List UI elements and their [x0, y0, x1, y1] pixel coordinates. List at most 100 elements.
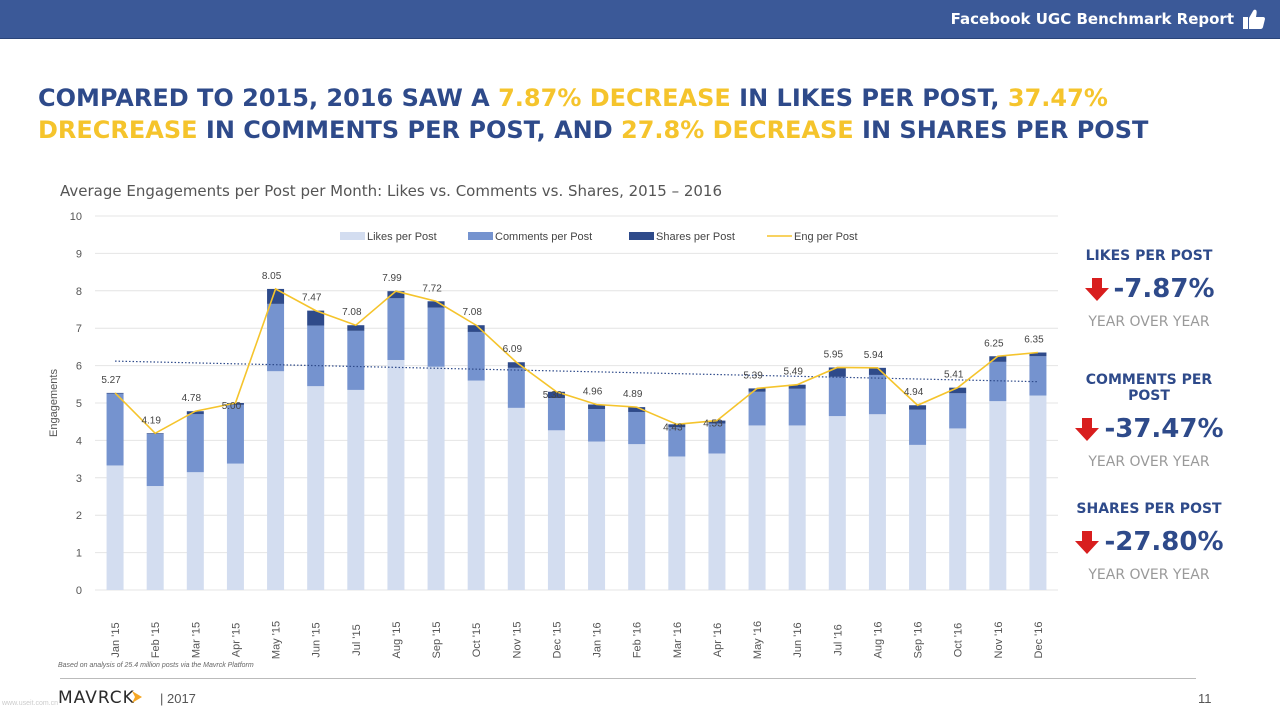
y-tick-label: 10: [70, 211, 82, 223]
bar-comments: [507, 367, 525, 408]
x-tick-label: Oct '16: [953, 623, 965, 658]
x-tick-label: Feb '16: [632, 622, 644, 658]
data-label: 8.05: [262, 271, 282, 282]
footnote: Based on analysis of 25.4 million posts …: [58, 662, 254, 669]
x-tick-label: Oct '15: [471, 623, 483, 658]
x-tick-label: Apr '16: [712, 623, 724, 658]
data-label: 6.09: [503, 344, 523, 355]
bar-shares: [547, 391, 565, 399]
bar-likes: [427, 366, 445, 590]
y-tick-label: 8: [76, 286, 82, 298]
data-label: 5.94: [864, 350, 884, 361]
bar-shares: [949, 387, 967, 394]
bar-shares: [1029, 352, 1047, 357]
x-tick-label: Jan '16: [592, 622, 604, 657]
bar-comments: [547, 398, 565, 431]
bar-likes: [788, 425, 806, 590]
bar-comments: [588, 408, 606, 442]
headline-part-2: IN LIKES PER POST,: [730, 84, 1008, 112]
bar-shares: [387, 291, 405, 299]
footer-year: | 2017: [160, 691, 196, 706]
legend-label: Eng per Post: [794, 231, 858, 243]
data-label: 7.72: [422, 283, 442, 294]
footer-divider: [60, 678, 1196, 679]
bar-comments: [347, 330, 365, 390]
watermark: www.useit.com.cn: [2, 700, 59, 707]
line-eng-per-post: [114, 287, 1039, 435]
x-tick-label: Sep '16: [913, 622, 925, 659]
top-banner: Facebook UGC Benchmark Report: [0, 0, 1280, 39]
bar-comments: [427, 307, 445, 367]
kpi-row: -7.87%: [1066, 274, 1232, 308]
bar-comments: [628, 411, 646, 445]
data-label: 4.53: [703, 419, 723, 430]
data-label: 7.08: [342, 307, 362, 318]
bar-likes: [868, 414, 886, 590]
x-tick-label: Feb '15: [150, 622, 162, 658]
trendline: [115, 360, 1038, 383]
bar-shares: [226, 403, 244, 405]
y-tick-label: 1: [76, 548, 82, 560]
kpi-row: -27.80%: [1066, 527, 1232, 561]
data-label: 4.96: [583, 386, 603, 397]
x-tick-label: May '16: [752, 621, 764, 659]
y-tick-label: 3: [76, 473, 82, 485]
legend-swatch: [468, 232, 493, 240]
x-tick-label: Mar '15: [190, 622, 202, 658]
x-tick-label: Nov '16: [993, 622, 1005, 659]
kpi-value: -37.47%: [1104, 414, 1224, 444]
headline-highlight-shares: 27.8% DECREASE: [621, 116, 854, 144]
report-title: Facebook UGC Benchmark Report: [950, 10, 1234, 28]
y-tick-label: 9: [76, 248, 82, 260]
data-label: 4.78: [182, 393, 202, 404]
data-label: 4.89: [623, 389, 643, 400]
y-tick-label: 7: [76, 323, 82, 335]
kpi-title: COMMENTS PER POST: [1085, 372, 1213, 404]
x-tick-label: Aug '16: [872, 622, 884, 659]
bar-shares: [989, 356, 1007, 362]
legend-swatch: [629, 232, 654, 240]
bar-shares: [708, 420, 726, 424]
legend-swatch: [340, 232, 365, 240]
headline: COMPARED TO 2015, 2016 SAW A 7.87% DECRE…: [38, 82, 1238, 146]
bar-comments: [267, 303, 285, 372]
x-tick-label: Dec '15: [551, 622, 563, 659]
bar-likes: [668, 456, 686, 590]
x-tick-label: Nov '15: [511, 622, 523, 659]
headline-highlight-likes: 7.87% DECREASE: [498, 84, 731, 112]
legend-label: Shares per Post: [656, 231, 735, 243]
data-label: 5.39: [743, 370, 763, 381]
bar-shares: [186, 411, 204, 415]
bar-shares: [307, 310, 325, 326]
bar-comments: [226, 404, 244, 464]
down-arrow-icon: [1084, 278, 1109, 301]
headline-highlight-comments: 37.47% DRECREASE: [38, 84, 1108, 144]
bar-comments: [467, 331, 485, 381]
y-tick-label: 4: [76, 435, 82, 447]
data-label: 7.99: [382, 273, 402, 284]
kpi-subtitle: YEAR OVER YEAR: [1088, 314, 1210, 330]
bar-comments: [1029, 356, 1047, 396]
bar-comments: [788, 388, 806, 426]
bar-likes: [467, 380, 485, 590]
x-tick-label: Dec '16: [1033, 622, 1045, 659]
bar-comments: [186, 414, 204, 473]
bar-shares: [868, 367, 886, 375]
bar-shares: [909, 405, 927, 410]
bar-shares: [748, 388, 766, 392]
x-tick-label: Mar '16: [672, 622, 684, 658]
headline-part-4: IN SHARES PER POST: [853, 116, 1149, 144]
x-tick-label: Aug '15: [391, 622, 403, 659]
bar-comments: [949, 393, 967, 429]
x-tick-label: Sep '15: [431, 622, 443, 659]
headline-part-3: IN COMMENTS PER POST, AND: [197, 116, 622, 144]
thumbs-up-icon: [1243, 9, 1265, 29]
bar-likes: [828, 416, 846, 590]
bar-likes: [708, 453, 726, 590]
data-label: 5.49: [783, 367, 803, 378]
kpi-shares: SHARES PER POST -27.80% YEAR OVER YEAR: [1066, 501, 1232, 583]
x-tick-label: May '15: [271, 621, 283, 659]
bar-comments: [708, 423, 726, 454]
data-label: 5.27: [101, 375, 121, 386]
stacked-bar-line-chart: 0 1 2 3 4 5 6 7 8 9 10 Engagements 5.27 4.19 4.78 5.00 8…: [48, 211, 1058, 659]
